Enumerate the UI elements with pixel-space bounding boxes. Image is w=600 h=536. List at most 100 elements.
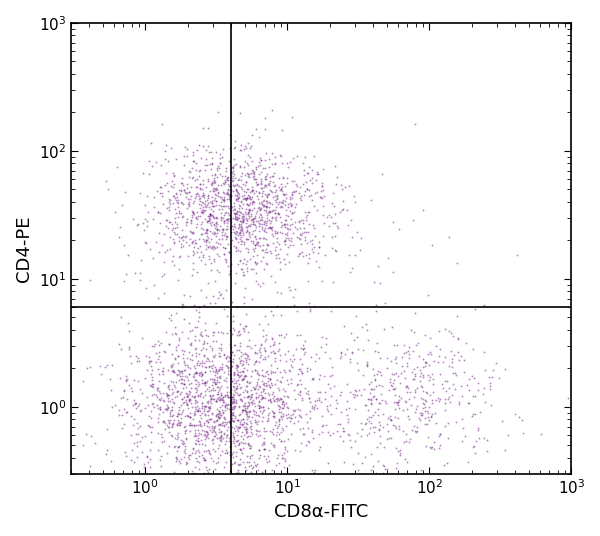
Point [395,449,404,458]
Point [399,348,409,357]
Point [191,344,201,353]
Point [445,398,455,406]
Point [194,452,203,460]
Point [194,361,203,369]
Point [187,174,196,183]
Point [250,214,260,222]
Point [294,250,304,258]
Point [214,268,223,277]
Point [244,192,254,200]
Point [227,174,237,182]
Point [284,435,293,444]
Point [199,407,209,415]
Point [262,458,272,466]
Point [229,172,238,180]
Point [189,421,199,429]
Point [209,328,219,337]
Point [235,418,244,427]
Point [148,373,157,381]
Point [278,404,288,413]
Point [264,197,274,206]
Point [419,373,428,381]
Point [196,371,206,380]
Point [427,369,436,378]
Point [239,163,249,172]
Point [416,411,426,419]
Point [115,340,124,349]
Point [217,205,227,214]
Point [229,161,239,169]
Point [457,415,467,424]
Point [445,392,454,401]
Point [296,230,305,239]
Point [243,190,253,199]
Point [254,221,264,230]
Point [191,368,201,377]
Point [154,414,163,422]
Point [279,191,289,199]
Point [211,222,220,230]
Point [202,216,212,225]
Point [172,219,182,228]
Point [191,189,201,198]
Point [243,440,253,448]
Point [158,395,167,404]
Point [269,338,279,346]
Point [242,199,251,208]
Point [223,399,233,408]
Point [217,180,226,189]
Point [222,448,232,457]
Point [191,368,201,376]
Point [273,199,283,208]
Point [254,411,264,420]
Point [238,228,248,237]
Point [343,430,353,438]
Point [193,437,202,446]
Point [404,347,413,356]
Point [415,416,424,425]
Point [237,236,247,245]
Point [274,402,284,411]
Point [166,233,175,241]
Point [102,361,112,369]
Point [326,401,335,410]
Point [165,412,175,420]
Point [215,222,225,230]
Point [236,209,246,217]
Point [272,423,281,432]
Point [161,215,171,224]
Point [189,243,199,251]
Point [188,173,197,182]
Point [234,211,244,220]
Point [239,218,248,227]
Point [252,378,262,386]
Point [177,328,187,337]
Point [244,392,254,400]
Point [330,246,340,255]
Point [245,205,255,214]
Point [259,265,268,273]
Point [262,218,271,227]
Point [320,348,329,356]
Point [248,185,257,194]
Point [247,413,256,421]
Point [182,400,192,409]
Point [424,291,433,299]
Point [164,419,174,427]
Point [260,164,270,173]
Point [143,208,152,217]
Point [260,452,269,460]
Point [151,158,161,166]
Point [173,196,182,204]
Point [218,409,228,418]
Point [275,212,285,221]
Point [369,392,379,400]
Point [328,363,337,371]
Point [229,411,238,420]
Point [116,394,125,403]
Point [163,403,173,411]
Point [241,349,251,358]
Point [172,155,181,163]
Point [428,375,438,384]
Point [231,396,241,404]
